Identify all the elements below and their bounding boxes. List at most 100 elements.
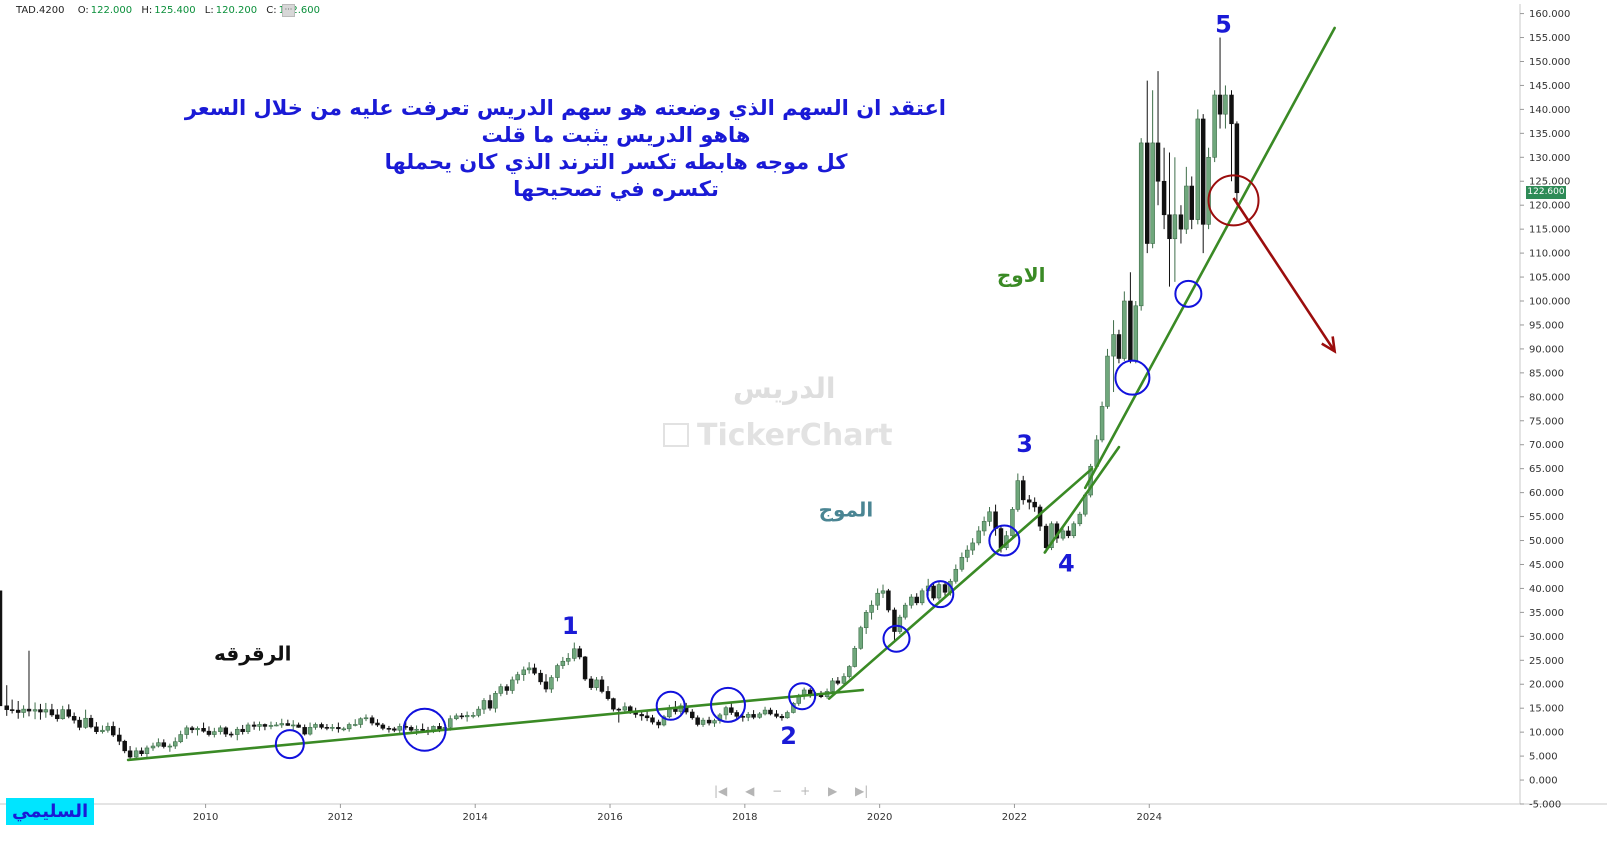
candle-down	[487, 700, 493, 709]
high-value: 125.400	[154, 5, 196, 16]
candle-up	[1223, 94, 1228, 115]
candle-down	[296, 724, 301, 728]
candle-up	[897, 616, 903, 632]
y-tick-label: 5.000	[1529, 752, 1558, 763]
candle-up	[858, 627, 864, 649]
touch-circle	[274, 729, 305, 760]
down-arrow-line	[1232, 197, 1336, 353]
candle-up	[936, 584, 942, 599]
note-line-1: اعتقد ان السهم الذي وضعته هو سهم الدريس …	[184, 96, 946, 120]
candle-up	[32, 709, 38, 712]
candle-down	[656, 721, 661, 726]
candle-down	[380, 724, 386, 729]
candle-down	[1032, 501, 1037, 508]
close-value: 122.600	[278, 5, 320, 16]
candle-down	[611, 698, 616, 710]
touch-circle	[655, 690, 686, 721]
candle-up	[830, 680, 835, 692]
open-label: O:	[77, 5, 89, 16]
candle-up	[498, 686, 504, 694]
candle-up	[1184, 185, 1189, 230]
zoom-out-button[interactable]: −	[772, 784, 783, 798]
close-label: C:	[266, 5, 277, 16]
candle-up	[953, 568, 959, 582]
scroll-end-button[interactable]: ▶|	[855, 784, 869, 798]
candle-down	[504, 686, 510, 691]
candle-down	[1043, 525, 1049, 549]
note-line-2: هاهو الدريس يثبت ما قلت	[481, 123, 751, 147]
candle-up	[414, 728, 419, 731]
candle-up	[1195, 118, 1201, 220]
candle-up	[847, 666, 852, 677]
y-tick-label: 30.000	[1529, 632, 1564, 643]
candle-up	[274, 724, 279, 727]
candle-up	[1105, 355, 1110, 407]
candle-down	[127, 750, 133, 758]
candle-down	[9, 709, 15, 711]
y-tick-label: 70.000	[1529, 440, 1564, 451]
note-line-3: كل موجه هابطه تكسر الترند الذي كان يحمله…	[384, 150, 848, 174]
candle-up	[313, 724, 318, 728]
watermark-arabic: الدريس	[733, 372, 836, 405]
candle-down	[223, 727, 229, 735]
y-tick-label: 115.000	[1529, 225, 1570, 236]
candle-down	[582, 656, 588, 680]
y-tick-label: 155.000	[1529, 33, 1570, 44]
scroll-start-button[interactable]: |◀	[714, 784, 728, 798]
candle-down	[55, 714, 60, 720]
candle-up	[852, 648, 857, 667]
zoom-in-button[interactable]: +	[800, 784, 811, 798]
candle-down	[706, 719, 712, 724]
y-tick-label: 20.000	[1529, 680, 1564, 691]
candle-down	[386, 728, 392, 730]
candle-down	[336, 727, 341, 730]
candle-up	[43, 709, 49, 713]
candle-up	[268, 725, 274, 727]
trend-line	[126, 688, 865, 762]
chart-annotation: 2	[780, 722, 797, 750]
candle-down	[117, 734, 122, 742]
candle-down	[15, 709, 21, 713]
candle-down	[1020, 480, 1026, 501]
chart-annotation: 3	[1016, 430, 1033, 458]
candle-up	[1071, 523, 1077, 537]
candle-up	[515, 674, 520, 681]
scroll-left-button[interactable]: ◀	[745, 784, 755, 798]
candle-up	[290, 724, 296, 727]
scroll-right-button[interactable]: ▶	[827, 784, 838, 798]
candle-up	[218, 727, 223, 732]
candle-up	[700, 719, 706, 725]
candle-down	[729, 707, 734, 713]
candle-down	[189, 727, 195, 731]
candle-down	[1066, 530, 1071, 537]
candle-up	[481, 700, 487, 710]
y-tick-label: 40.000	[1529, 584, 1564, 595]
candle-down	[111, 726, 116, 736]
candle-up	[919, 590, 925, 604]
candle-up	[594, 679, 599, 688]
candle-up	[757, 713, 762, 718]
x-tick-label: 2010	[193, 812, 218, 823]
candle-up	[712, 720, 717, 724]
chart-annotation: الاوج	[997, 263, 1046, 287]
candle-down	[1145, 142, 1150, 244]
candle-up	[1049, 523, 1054, 549]
candle-down	[228, 733, 234, 736]
candle-up	[133, 750, 139, 758]
candle-down	[774, 713, 779, 717]
candle-up	[510, 679, 515, 691]
x-tick-label: 2018	[732, 812, 757, 823]
candle-up	[909, 596, 914, 606]
ohlc-menu-button[interactable]: ···	[282, 4, 295, 17]
y-tick-label: 160.000	[1529, 9, 1570, 20]
candle-down	[206, 730, 212, 735]
candle-up	[245, 724, 251, 732]
candle-up	[869, 604, 874, 613]
candle-up	[526, 667, 532, 671]
chart-annotation: 4	[1058, 550, 1075, 578]
candle-down	[695, 717, 700, 725]
candle-down	[319, 724, 324, 728]
x-tick-label: 2020	[867, 812, 892, 823]
